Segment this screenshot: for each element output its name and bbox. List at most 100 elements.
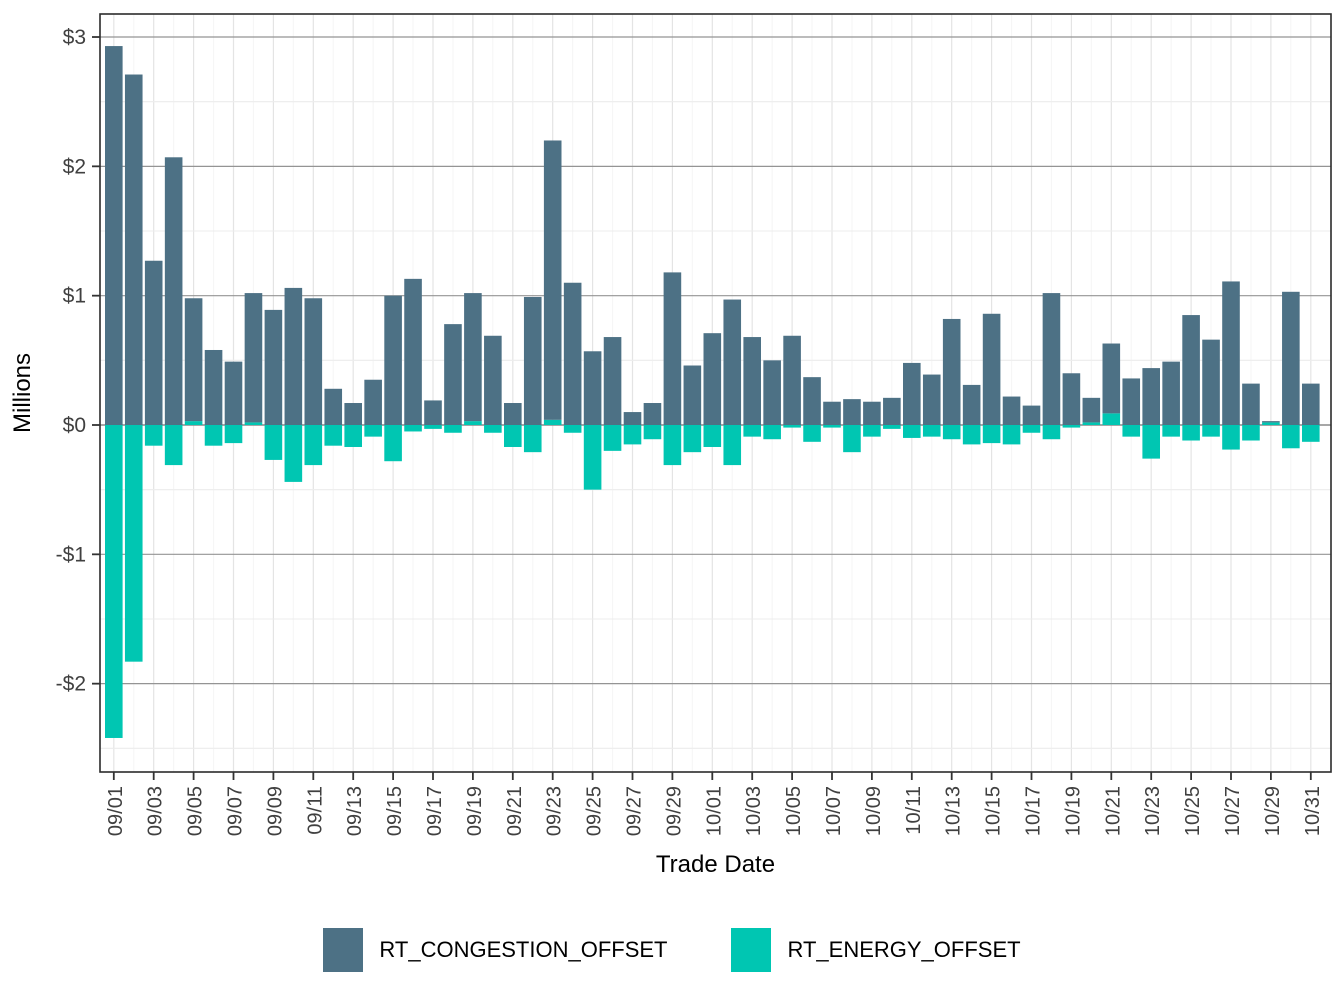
bar-energy [543,419,562,425]
bar-congestion [404,278,422,425]
bar-energy [344,425,362,447]
x-tick-label: 09/19 [464,786,486,836]
x-tick-label: 09/01 [105,786,127,836]
bar-congestion [1062,373,1081,425]
x-tick-label: 10/01 [703,786,725,836]
bar-energy [444,425,462,433]
bar-congestion [1102,343,1121,414]
energy-swatch-icon [731,928,772,972]
x-tick-label: 10/07 [823,786,845,836]
bar-congestion [583,351,602,425]
bar-energy [1022,425,1041,433]
bar-energy [803,425,821,442]
bar-energy [1142,425,1160,459]
bar-energy [184,421,203,425]
x-tick-label: 09/13 [344,786,366,836]
bar-energy [1042,425,1061,440]
bar-congestion [643,403,662,425]
bar-congestion [783,335,801,425]
bar-energy [424,425,442,429]
bar-energy [863,425,881,437]
congestion-swatch-icon [323,928,364,972]
bar-energy [903,425,921,438]
x-tick-label: 09/21 [504,786,526,836]
x-tick-label: 10/13 [943,786,965,836]
bar-congestion [922,374,941,425]
bar-congestion [324,388,343,425]
bar-congestion [284,287,303,425]
legend-label-congestion: RT_CONGESTION_OFFSET [379,937,668,962]
bar-energy [563,425,582,433]
bar-energy [404,425,422,432]
bar-energy [523,425,542,453]
bar-energy [244,422,263,425]
bar-energy [603,425,622,451]
bar-energy [1102,413,1121,425]
legend-item-congestion: RT_CONGESTION_OFFSET [323,928,667,972]
bar-congestion [424,400,442,425]
bar-congestion [723,299,742,425]
bar-congestion [1242,383,1260,425]
bar-congestion [563,282,582,425]
bar-congestion [1142,368,1160,425]
bar-energy [663,425,682,466]
bar-energy [1262,422,1280,425]
y-tick-label: $1 [63,285,86,308]
x-tick-label: 09/17 [424,786,446,836]
x-tick-label: 09/15 [384,786,406,836]
bar-energy [164,425,183,466]
bar-energy [1182,425,1200,441]
x-tick-label: 09/29 [663,786,685,836]
x-tick-label: 10/27 [1222,786,1244,836]
bar-congestion [1302,383,1320,425]
bar-congestion [164,157,183,425]
bar-energy [1202,425,1220,437]
bar-energy [623,425,642,445]
x-tick-label: 09/03 [145,786,167,836]
bar-congestion [1282,291,1300,425]
bar-congestion [1002,396,1021,425]
bar-congestion [1202,339,1220,425]
bar-energy [723,425,742,466]
bar-energy [763,425,781,440]
x-tick-label: 09/07 [225,786,247,836]
bar-congestion [204,349,223,425]
bar-congestion [364,379,382,425]
bar-energy [484,425,502,433]
bar-congestion [1162,361,1180,425]
x-tick-label: 09/05 [185,786,207,836]
bar-energy [843,425,861,453]
x-tick-label: 09/27 [624,786,646,836]
bar-congestion [384,295,402,425]
bar-congestion [444,324,462,425]
bar-energy [464,421,482,425]
bar-congestion [1042,293,1061,425]
legend: RT_CONGESTION_OFFSET RT_ENERGY_OFFSET [0,928,1344,972]
x-tick-label: 10/17 [1023,786,1045,836]
bar-congestion [763,360,781,425]
bar-congestion [1182,315,1200,425]
x-tick-label: 10/31 [1302,786,1324,836]
bar-congestion [344,403,362,425]
bar-congestion [942,318,961,425]
bar-energy [304,425,323,466]
bar-congestion [105,46,123,425]
x-tick-label: 10/29 [1262,786,1284,836]
bar-congestion [623,412,642,425]
bar-energy [324,425,343,446]
x-tick-label: 10/09 [863,786,885,836]
bar-energy [364,425,382,437]
x-tick-label: 10/23 [1142,786,1164,836]
bar-energy [1122,425,1141,437]
y-tick-label: $3 [63,26,86,49]
bar-energy [204,425,223,446]
bar-congestion [1122,378,1141,425]
bar-congestion [883,397,901,425]
bar-energy [922,425,941,437]
x-tick-label: 10/25 [1182,786,1204,836]
bar-energy [1302,425,1320,442]
bar-congestion [523,296,542,425]
x-tick-label: 10/21 [1102,786,1124,836]
bar-congestion [903,362,921,425]
bar-energy [1222,425,1240,450]
